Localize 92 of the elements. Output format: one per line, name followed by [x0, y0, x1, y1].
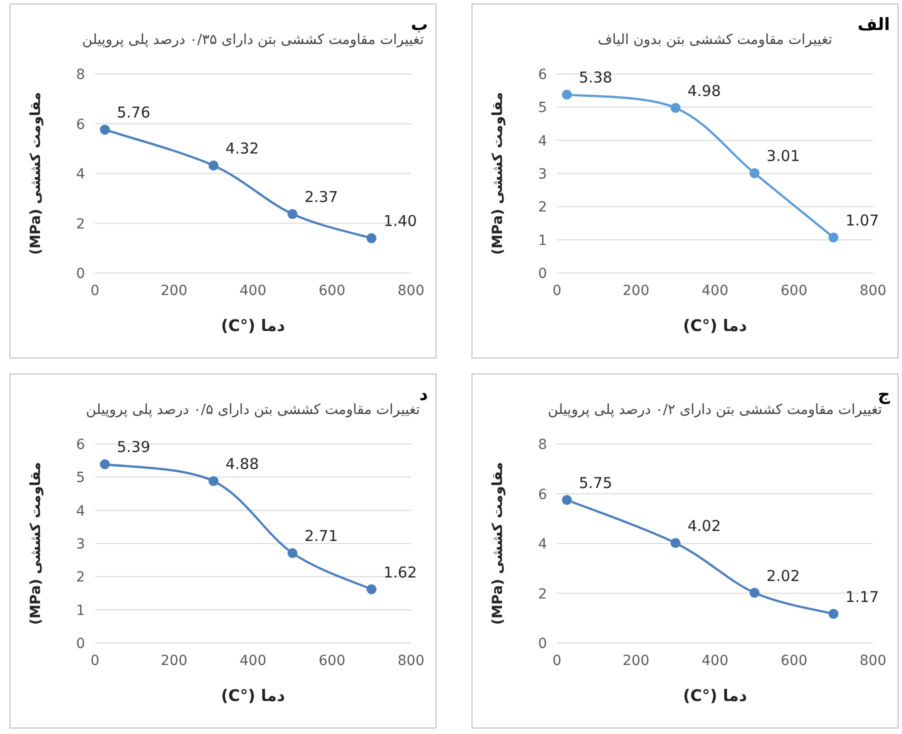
x-tick-label: 0	[90, 653, 100, 669]
x-axis-title: دما (°C)	[682, 316, 748, 335]
y-tick-label: 3	[76, 536, 85, 552]
y-tick-label: 0	[538, 266, 547, 282]
x-tick-label: 800	[860, 283, 886, 299]
data-label: 4.02	[688, 517, 721, 536]
x-axis-title: دما (°C)	[220, 316, 286, 335]
x-tick-label: 200	[160, 653, 188, 669]
x-tick-label: 400	[240, 283, 266, 299]
point	[828, 232, 838, 243]
y-axis-title: مقاومت کششی (MPa)	[28, 92, 44, 255]
point	[100, 459, 110, 470]
y-axis-title: مقاومت کششی (MPa)	[490, 462, 506, 625]
data-label: 2.02	[766, 566, 800, 585]
chart-title: تغییرات مقاومت کششی بتن دارای ۰/۲ درصد پلی پروپیلن	[548, 402, 882, 418]
data-label: 4.32	[226, 140, 259, 158]
x-tick-label: 600	[318, 283, 346, 299]
chart-title: تغییرات مقاومت کششی بتن دارای ۰/۵ درصد پلی پروپیلن	[86, 402, 420, 418]
y-tick-label: 5	[538, 100, 547, 116]
y-tick-label: 4	[538, 133, 548, 150]
y-tick-label: 4	[76, 503, 86, 520]
x-tick-label: 200	[160, 283, 188, 299]
data-label: 5.39	[116, 438, 150, 456]
text: ج	[878, 385, 891, 405]
x-tick-label: 0	[552, 283, 562, 299]
data-label: 4.88	[226, 455, 259, 474]
point	[288, 209, 298, 220]
point	[288, 548, 298, 558]
point	[208, 476, 218, 486]
y-tick-label: 6	[538, 67, 548, 83]
x-tick-label: 200	[622, 653, 650, 669]
point	[562, 494, 572, 505]
chart-title: تغییرات مقاومت کششی بتن دارای ۰/۳۵ درصد پلی پروپیلن	[82, 32, 424, 48]
y-tick-label: 2	[538, 586, 547, 602]
data-label: 3.01	[766, 147, 800, 166]
y-tick-label: 0	[76, 266, 85, 282]
point	[366, 584, 376, 594]
y-tick-label: 6	[76, 116, 86, 133]
y-tick-label: 1	[538, 232, 547, 249]
y-tick-label: 8	[538, 437, 547, 453]
x-tick-label: 600	[318, 653, 346, 669]
y-tick-label: 6	[538, 486, 548, 503]
data-label: 1.62	[384, 563, 417, 582]
data-label: 2.37	[304, 188, 338, 206]
x-tick-label: 400	[702, 653, 728, 669]
x-tick-label: 800	[398, 283, 424, 299]
x-tick-label: 800	[860, 653, 886, 669]
x-tick-label: 200	[622, 283, 650, 299]
point	[828, 608, 838, 619]
data-label: 1.40	[384, 212, 417, 230]
y-tick-label: 3	[538, 166, 547, 182]
text: ب	[410, 15, 428, 35]
y-tick-label: 8	[76, 67, 85, 83]
point	[670, 538, 680, 548]
point	[100, 124, 110, 135]
x-tick-label: 600	[780, 283, 808, 299]
x-tick-label: 800	[398, 653, 424, 669]
text: د	[419, 385, 428, 405]
point	[562, 90, 572, 100]
y-tick-label: 4	[538, 536, 548, 552]
y-tick-label: 2	[76, 216, 85, 232]
data-label: 1.17	[846, 588, 879, 606]
x-tick-label: 400	[702, 283, 728, 299]
x-axis-title: دما (°C)	[682, 686, 748, 705]
y-tick-label: 4	[76, 166, 86, 182]
point	[670, 102, 680, 113]
data-label: 4.98	[688, 82, 721, 100]
y-tick-label: 0	[538, 636, 547, 652]
text: الف	[858, 15, 890, 35]
y-tick-label: 0	[76, 636, 85, 652]
data-label: 5.76	[116, 104, 150, 122]
point	[366, 233, 376, 244]
y-axis-title: مقاومت کششی (MPa)	[28, 462, 44, 625]
x-tick-label: 0	[552, 653, 562, 669]
y-tick-label: 6	[76, 437, 86, 453]
data-label: 5.38	[578, 68, 612, 87]
x-axis-title: دما (°C)	[220, 686, 286, 705]
point	[750, 168, 760, 178]
data-label: 1.07	[846, 212, 879, 230]
y-axis-title: مقاومت کششی (MPa)	[490, 92, 506, 255]
point	[208, 160, 218, 171]
y-tick-label: 2	[76, 570, 85, 586]
y-tick-label: 1	[76, 602, 85, 619]
data-label: 2.71	[304, 527, 338, 546]
chart-title: تغییرات مقاومت کششی بتن بدون الیاف	[598, 32, 832, 48]
y-tick-label: 5	[76, 470, 85, 486]
x-tick-label: 600	[780, 653, 808, 669]
data-label: 5.75	[578, 474, 612, 492]
y-tick-label: 2	[538, 200, 547, 216]
point	[750, 588, 760, 598]
x-tick-label: 400	[240, 653, 266, 669]
x-tick-label: 0	[90, 283, 100, 299]
